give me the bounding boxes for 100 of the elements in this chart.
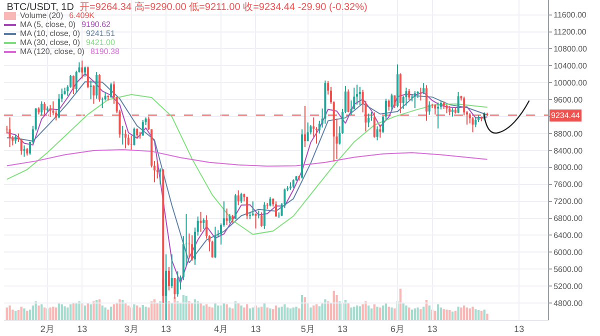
bar: [92, 301, 95, 320]
bar: [8, 305, 11, 320]
bar: [208, 306, 211, 320]
bar: [226, 304, 228, 320]
bar: [312, 305, 315, 320]
bar: [347, 303, 350, 320]
bar: [66, 308, 69, 320]
bar: [78, 301, 80, 320]
bar: [228, 308, 231, 320]
bar: [246, 304, 248, 320]
bar: [248, 308, 252, 320]
bar: [55, 308, 58, 320]
bar: [477, 310, 480, 320]
bar: [159, 301, 162, 320]
bar: [390, 308, 393, 320]
bar: [188, 301, 190, 320]
bar: [324, 299, 326, 320]
bar: [136, 305, 138, 320]
bar: [298, 308, 300, 320]
bar: [472, 306, 474, 320]
y-tick-label: 8400.00: [554, 146, 584, 156]
bar: [69, 304, 72, 320]
bar: [32, 305, 34, 320]
bar: [174, 297, 176, 320]
bar: [133, 304, 136, 320]
bar: [284, 304, 286, 320]
bar: [38, 305, 40, 320]
y-tick-label: 10000.00: [554, 78, 588, 88]
bar: [420, 309, 422, 320]
bar: [370, 308, 373, 320]
bar: [112, 304, 116, 320]
bar: [318, 306, 320, 320]
candlestick: [420, 88, 422, 100]
y-tick-label: 6800.00: [554, 214, 584, 224]
x-tick-label: 3月: [124, 324, 138, 334]
chart-title: BTC/USDT, 1D: [6, 2, 74, 13]
bar: [40, 304, 43, 320]
ref-line-label: 9234.44: [551, 111, 580, 120]
bar: [463, 305, 466, 320]
bar: [483, 310, 486, 320]
bar: [315, 304, 318, 320]
bar: [402, 303, 404, 320]
bar: [12, 310, 14, 320]
bar: [442, 309, 445, 320]
bar: [232, 308, 234, 320]
candlestick: [130, 136, 132, 150]
line-series: [6, 149, 488, 167]
bar: [280, 306, 283, 320]
bar: [382, 305, 384, 320]
bar: [486, 314, 488, 320]
bar: [240, 305, 242, 320]
x-tick-label: 4月: [214, 324, 228, 334]
x-tick-label: 5月: [300, 324, 315, 334]
bar: [336, 295, 338, 320]
y-tick-label: 5200.00: [554, 282, 584, 291]
y-tick-label: 10800.00: [554, 44, 588, 54]
bar: [211, 308, 214, 320]
annotation: 9241.51: [86, 29, 115, 38]
annotation: 8190.38: [90, 47, 120, 56]
y-tick-label: 9600.00: [554, 95, 584, 104]
bar: [58, 303, 60, 320]
bar: [278, 308, 280, 320]
bar: [64, 306, 66, 320]
bar: [252, 308, 254, 320]
bar: [448, 310, 451, 320]
bar: [170, 303, 173, 320]
bar: [49, 308, 52, 320]
bar: [480, 310, 483, 320]
candlestick: [122, 126, 124, 145]
bar: [205, 304, 208, 320]
bar: [185, 296, 188, 320]
bar: [410, 310, 414, 320]
bar: [274, 305, 278, 320]
x-tick-label: 13: [427, 324, 438, 334]
bar: [104, 308, 106, 320]
bar: [217, 305, 220, 320]
annotation: 9190.62: [82, 20, 110, 29]
bar: [75, 303, 78, 320]
candlestick: [254, 214, 257, 228]
bar: [350, 308, 352, 320]
bar: [440, 308, 442, 320]
x-tick-label: 13: [77, 324, 88, 334]
bar: [90, 304, 92, 320]
chart-subtitle: 开=9264.34 高=9290.00 低=9211.00 收=9234.44 -29.90 (-0.32%): [80, 1, 368, 13]
bar: [144, 306, 147, 320]
bar: [384, 303, 388, 320]
bar: [436, 304, 440, 320]
bar: [388, 306, 390, 320]
bar: [202, 305, 205, 320]
legend-label: MA (5, close, 0): [20, 20, 76, 29]
annotation: 9421.00: [86, 38, 115, 47]
bar: [376, 306, 378, 320]
bar: [214, 303, 216, 320]
bar: [124, 303, 127, 320]
bar: [356, 305, 358, 320]
bar: [23, 308, 26, 320]
bar: [14, 310, 17, 320]
bar: [101, 305, 104, 320]
bar: [6, 308, 8, 320]
bar: [454, 310, 456, 320]
